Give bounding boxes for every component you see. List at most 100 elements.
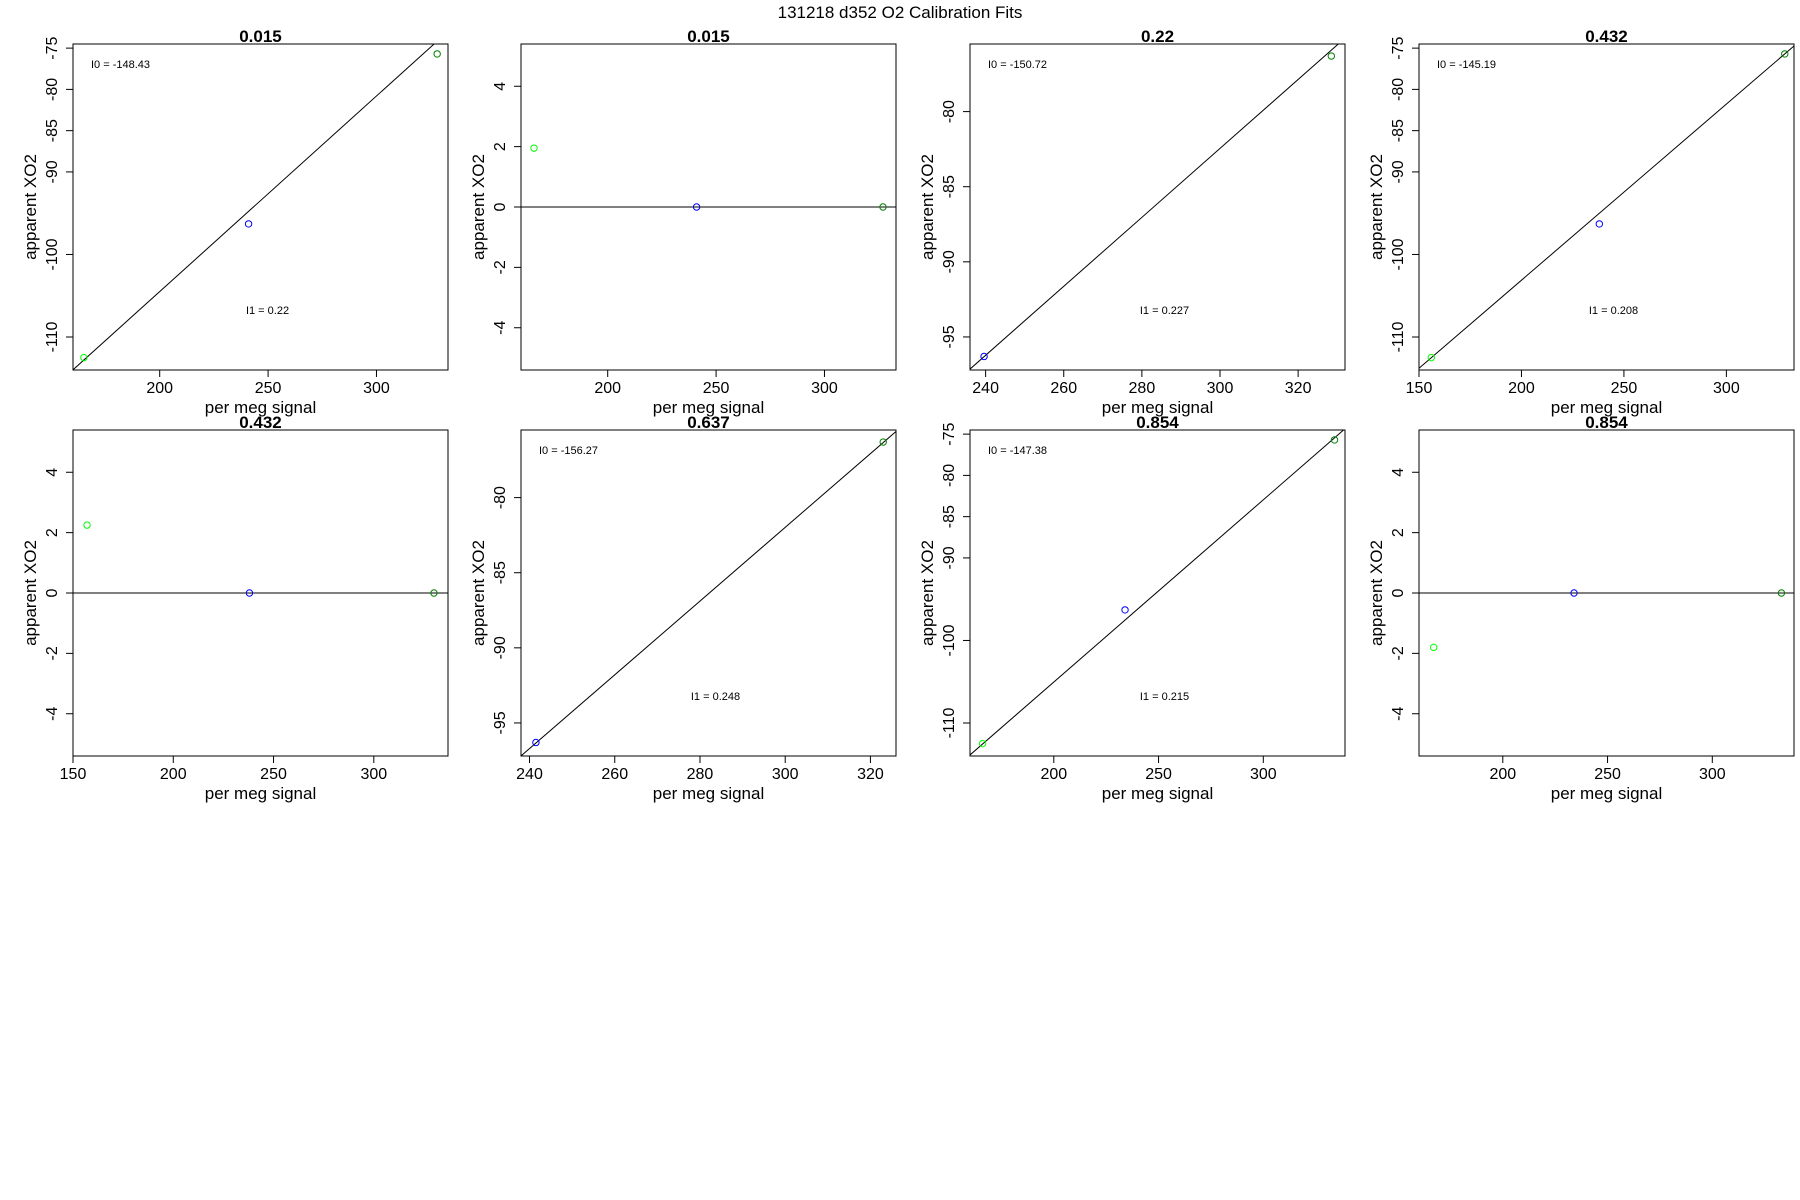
- data-point: [1429, 643, 1438, 652]
- slope-annotation: I1 = 0.22: [246, 305, 289, 317]
- y-tick-label: -80: [941, 464, 958, 487]
- y-axis-label: apparent XO2: [469, 154, 488, 260]
- x-axis-label: per meg signal: [653, 398, 765, 417]
- y-tick-label: 4: [492, 82, 509, 91]
- y-tick-label: -75: [941, 422, 958, 445]
- y-axis-label: apparent XO2: [1367, 540, 1386, 646]
- data-point: [430, 589, 438, 597]
- x-axis-label: per meg signal: [1102, 784, 1214, 803]
- intercept-annotation: I0 = -148.43: [91, 59, 150, 71]
- panel-title: 0.015: [239, 27, 282, 46]
- x-tick-label: 200: [1489, 766, 1516, 783]
- chart-panel-4: 0.432 150 200 250 300 per meg signal -110 -100 -…: [1367, 27, 1795, 417]
- x-tick-label: 300: [360, 766, 387, 783]
- data-point: [1121, 606, 1129, 614]
- x-axis-label: per meg signal: [205, 784, 317, 803]
- chart-panel-1: 0.015 200 250 300 per meg signal -110 -100 -90 -…: [21, 27, 449, 417]
- y-tick-label: -75: [44, 36, 61, 59]
- x-tick-label: 250: [703, 380, 730, 397]
- x-axis-label: per meg signal: [1551, 398, 1663, 417]
- data-point: [978, 739, 987, 748]
- y-tick-label: -95: [941, 325, 958, 348]
- chart-panel-7: 0.854 200 250 300 per meg signal -110 -100 -90 -…: [918, 413, 1346, 803]
- x-axis-label: per meg signal: [205, 398, 317, 417]
- x-tick-label: 300: [772, 766, 799, 783]
- y-tick-label: -85: [44, 119, 61, 142]
- y-tick-label: -2: [44, 646, 61, 660]
- x-tick-label: 150: [60, 766, 87, 783]
- y-tick-label: -90: [492, 636, 509, 659]
- data-point: [879, 203, 887, 211]
- intercept-annotation: I0 = -145.19: [1437, 59, 1496, 71]
- fit-line: [73, 44, 435, 370]
- slope-annotation: I1 = 0.208: [1589, 305, 1638, 317]
- panel-title: 0.432: [1585, 27, 1628, 46]
- fit-line: [970, 430, 1345, 756]
- x-tick-label: 250: [1145, 766, 1172, 783]
- panel-title: 0.854: [1585, 413, 1628, 432]
- y-axis-label: apparent XO2: [469, 540, 488, 646]
- x-tick-label: 300: [811, 380, 838, 397]
- intercept-annotation: I0 = -150.72: [988, 59, 1047, 71]
- y-tick-label: -100: [44, 238, 61, 270]
- fit-line: [970, 44, 1340, 370]
- plot-frame: [72, 43, 449, 371]
- y-tick-label: -4: [44, 707, 61, 721]
- panel-title: 0.015: [687, 27, 730, 46]
- data-point: [80, 353, 88, 362]
- y-tick-label: -85: [941, 175, 958, 198]
- x-tick-label: 300: [1207, 380, 1234, 397]
- y-tick-label: -2: [492, 260, 509, 274]
- y-axis-label: apparent XO2: [918, 154, 937, 260]
- y-tick-label: -90: [44, 160, 61, 183]
- intercept-annotation: I0 = -156.27: [539, 445, 598, 457]
- x-tick-label: 250: [255, 380, 282, 397]
- y-tick-label: 2: [44, 528, 61, 537]
- panel-title: 0.22: [1141, 27, 1174, 46]
- x-tick-label: 320: [857, 766, 884, 783]
- y-tick-label: 4: [44, 468, 61, 477]
- y-axis-label: apparent XO2: [1367, 154, 1386, 260]
- y-tick-label: 4: [1390, 468, 1407, 477]
- y-tick-label: -2: [1390, 646, 1407, 660]
- y-tick-label: 2: [1390, 528, 1407, 537]
- x-tick-label: 200: [594, 380, 621, 397]
- y-tick-label: -95: [492, 711, 509, 734]
- panel-grid: 0.015 200 250 300 per meg signal -110 -100 -90 -…: [21, 27, 1795, 803]
- x-tick-label: 300: [1713, 380, 1740, 397]
- y-tick-label: -4: [1390, 707, 1407, 721]
- x-axis-label: per meg signal: [1551, 784, 1663, 803]
- plot-frame: [969, 43, 1346, 371]
- y-tick-label: -75: [1390, 36, 1407, 59]
- y-tick-label: 0: [492, 202, 509, 211]
- data-point: [530, 144, 538, 152]
- x-tick-label: 300: [1699, 766, 1726, 783]
- x-tick-label: 250: [1611, 380, 1638, 397]
- data-point: [1427, 353, 1435, 362]
- y-tick-label: 2: [492, 142, 509, 151]
- data-point: [1570, 589, 1578, 597]
- x-tick-label: 260: [1050, 380, 1077, 397]
- data-point: [692, 203, 701, 211]
- x-tick-label: 320: [1285, 380, 1312, 397]
- x-tick-label: 260: [601, 766, 628, 783]
- data-point: [245, 589, 254, 597]
- y-tick-label: -110: [1390, 321, 1407, 352]
- y-tick-label: -80: [941, 100, 958, 123]
- data-point: [83, 521, 91, 529]
- data-point: [244, 220, 253, 228]
- x-tick-label: 240: [516, 766, 543, 783]
- data-point: [1595, 220, 1604, 228]
- y-tick-label: -80: [1390, 78, 1407, 101]
- plot-frame: [520, 429, 897, 757]
- data-point: [1777, 589, 1786, 597]
- x-tick-label: 280: [687, 766, 714, 783]
- fit-line: [521, 431, 896, 756]
- panel-title: 0.854: [1136, 413, 1179, 432]
- x-tick-label: 200: [1040, 766, 1067, 783]
- fit-line: [1419, 45, 1794, 369]
- chart-panel-2: 0.015 200 250 300 per meg signal -4 -2 0 2 4 appar…: [469, 27, 897, 417]
- y-tick-label: -80: [492, 486, 509, 509]
- data-point: [433, 50, 441, 58]
